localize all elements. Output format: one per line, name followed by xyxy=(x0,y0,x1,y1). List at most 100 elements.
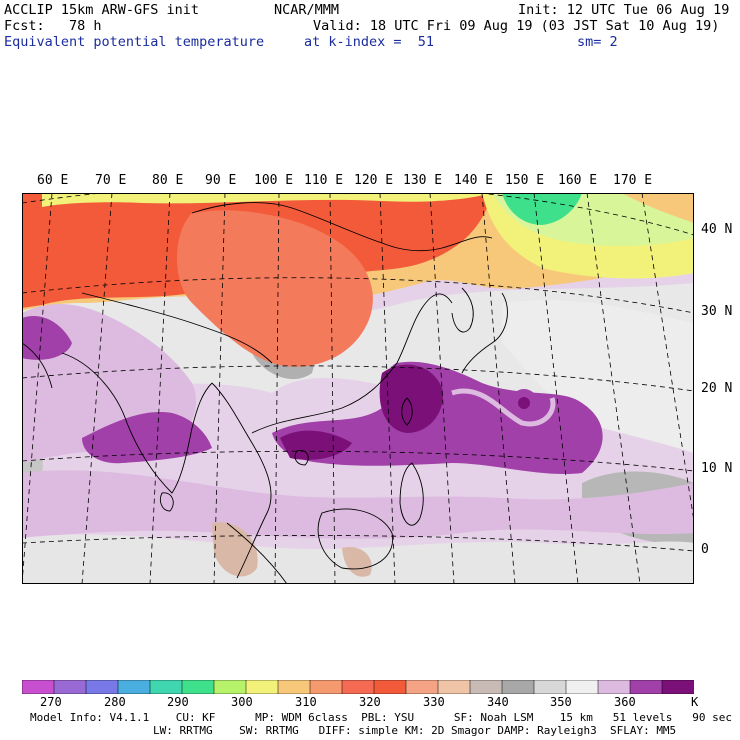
colorbar-swatch xyxy=(277,680,311,694)
coastline-china xyxy=(251,293,453,434)
forecast-hour: Fcst: 78 h xyxy=(4,18,102,34)
coastline-sumatra xyxy=(226,522,288,584)
meridian-170e xyxy=(641,193,694,524)
meridian-120e xyxy=(379,193,396,584)
lon-label-90e: 90 E xyxy=(205,173,237,188)
coastline-srilanka xyxy=(159,492,174,512)
colorbar-tick-300: 300 xyxy=(231,695,253,709)
lat-label-30n: 30 N xyxy=(701,304,733,319)
colorbar-tick-320: 320 xyxy=(359,695,381,709)
ne-green xyxy=(502,193,582,225)
meridian-90e xyxy=(213,193,226,584)
coastline-india xyxy=(61,352,213,494)
colorbar-swatch xyxy=(565,680,599,694)
lon-label-130e: 130 E xyxy=(403,173,443,188)
meridian-110e xyxy=(329,193,336,584)
coastline-korea xyxy=(451,287,474,333)
coastline-japan xyxy=(461,292,508,374)
colorbar-swatch xyxy=(469,680,503,694)
colorbar-swatch xyxy=(117,680,151,694)
colorbar-swatch xyxy=(629,680,663,694)
typhoon-core xyxy=(379,364,443,433)
colorbar-swatch xyxy=(437,680,471,694)
ne-orange-east xyxy=(622,193,694,223)
colorbar-swatch xyxy=(181,680,215,694)
org-label: NCAR/MMM xyxy=(274,2,340,18)
colorbar-swatch xyxy=(533,680,567,694)
colorbar-swatch xyxy=(213,680,247,694)
colorbar-swatch xyxy=(245,680,279,694)
level-label: at k-index = 51 xyxy=(304,34,435,50)
meridian-70e xyxy=(81,193,113,584)
model-info-line-1: Model Info: V4.1.1 CU: KF MP: WDM 6class… xyxy=(30,711,732,724)
smoothing-label: sm= 2 xyxy=(577,34,618,50)
colorbar-swatch xyxy=(149,680,183,694)
colorbar-swatch xyxy=(661,680,694,694)
bay-of-bengal-deep xyxy=(82,412,212,464)
coastline-philippines xyxy=(399,462,424,526)
lon-label-150e: 150 E xyxy=(505,173,545,188)
colorbar-swatch xyxy=(373,680,407,694)
meridian-60e xyxy=(22,193,53,584)
map-frame xyxy=(22,193,694,584)
coastline-arabia xyxy=(22,342,53,389)
pacific-deep-purple xyxy=(272,361,603,475)
lon-label-70e: 70 E xyxy=(95,173,127,188)
lon-label-110e: 110 E xyxy=(304,173,344,188)
colorbar-swatch xyxy=(597,680,631,694)
lon-label-160e: 160 E xyxy=(558,173,598,188)
coastline-taiwan xyxy=(401,397,413,426)
lon-label-120e: 120 E xyxy=(354,173,394,188)
model-title: ACCLIP 15km ARW-GFS init xyxy=(4,2,200,18)
field-name: Equivalent potential temperature xyxy=(4,34,265,50)
lon-label-80e: 80 E xyxy=(152,173,184,188)
border-mongolia xyxy=(191,202,493,252)
tibet-red-high xyxy=(177,210,373,367)
yellow-band xyxy=(42,193,492,207)
coastline-borneo xyxy=(317,508,394,570)
coastline-indochina xyxy=(211,382,272,579)
colorbar-tick-330: 330 xyxy=(423,695,445,709)
colorbar-tick-340: 340 xyxy=(487,695,509,709)
colorbar-swatch xyxy=(53,680,87,694)
lon-label-60e: 60 E xyxy=(37,173,69,188)
colorbar-tick-280: 280 xyxy=(104,695,126,709)
colorbar-swatch xyxy=(341,680,375,694)
equivalent-potential-temperature-map xyxy=(22,193,694,584)
meridian-150e xyxy=(533,193,579,584)
parallel-0 xyxy=(22,535,694,552)
colorbar-swatch xyxy=(309,680,343,694)
colorbar-unit: K xyxy=(691,695,699,709)
tropics-light-purple xyxy=(22,470,694,539)
colorbar-tick-350: 350 xyxy=(550,695,572,709)
colorbar-tick-310: 310 xyxy=(295,695,317,709)
lon-label-140e: 140 E xyxy=(454,173,494,188)
meridian-160e xyxy=(586,193,641,584)
colorbar-tick-270: 270 xyxy=(40,695,62,709)
init-time: Init: 12 UTC Tue 06 Aug 19 xyxy=(518,2,730,18)
lat-label-10n: 10 N xyxy=(701,461,733,476)
lat-label-40n: 40 N xyxy=(701,222,733,237)
colorbar-swatch xyxy=(22,680,55,694)
lon-label-170e: 170 E xyxy=(613,173,653,188)
meridian-140e xyxy=(481,193,516,584)
colorbar-tick-290: 290 xyxy=(167,695,189,709)
colorbar-swatch xyxy=(501,680,535,694)
typhoon-eye-east-center xyxy=(518,397,530,409)
parallel-30n xyxy=(22,277,694,314)
lat-label-20n: 20 N xyxy=(701,381,733,396)
parallel-20n xyxy=(22,365,694,392)
meridian-100e xyxy=(274,193,280,584)
colorbar-tick-360: 360 xyxy=(614,695,636,709)
lon-label-100e: 100 E xyxy=(254,173,294,188)
colorbar-swatch xyxy=(85,680,119,694)
parallel-10n xyxy=(22,450,694,472)
border-tibet xyxy=(81,292,273,364)
nw-purple xyxy=(22,315,72,360)
lat-label-0: 0 xyxy=(701,542,709,557)
meridian-130e xyxy=(429,193,455,584)
typhoon-swirl xyxy=(451,388,556,427)
scs-core xyxy=(280,430,352,460)
colorbar xyxy=(22,680,694,694)
colorbar-swatch xyxy=(405,680,439,694)
